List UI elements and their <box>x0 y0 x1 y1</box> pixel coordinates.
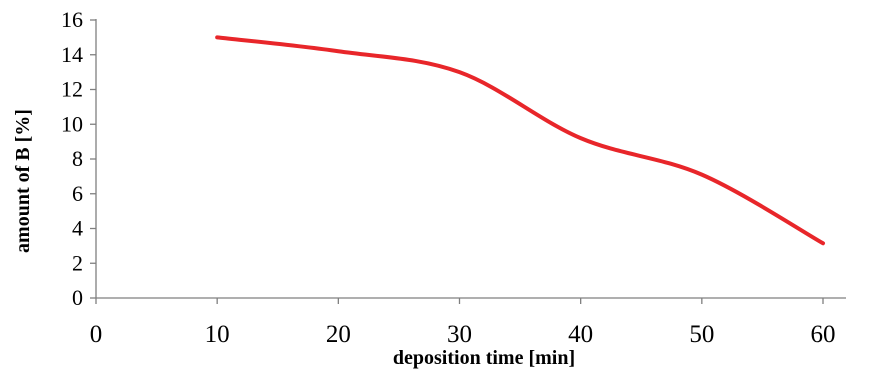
y-tick-label: 6 <box>72 181 83 206</box>
series-line <box>215 35 825 246</box>
x-tick-label: 0 <box>90 321 103 348</box>
x-axis-ticks: 0 10 20 30 40 50 60 <box>90 298 836 348</box>
x-axis-title: deposition time [min] <box>393 347 575 369</box>
x-tick-label: 50 <box>689 321 714 348</box>
x-tick-label: 20 <box>326 321 351 348</box>
y-axis-ticks: 0 2 4 6 8 10 12 14 16 <box>61 7 96 310</box>
series-group <box>215 35 825 246</box>
y-tick-label: 2 <box>72 250 83 275</box>
axes <box>95 19 846 299</box>
y-tick-label: 16 <box>61 7 83 32</box>
y-axis-title: amount of B [%] <box>12 109 34 253</box>
x-tick-label: 60 <box>811 321 836 348</box>
x-tick-label: 30 <box>447 321 472 348</box>
x-tick-label: 40 <box>568 321 593 348</box>
x-tick-label: 10 <box>205 321 230 348</box>
y-tick-label: 14 <box>61 42 83 67</box>
y-tick-label: 10 <box>61 111 83 136</box>
y-tick-label: 0 <box>72 285 83 310</box>
y-tick-label: 8 <box>72 146 83 171</box>
y-tick-label: 12 <box>61 77 83 102</box>
y-tick-label: 4 <box>72 216 83 241</box>
